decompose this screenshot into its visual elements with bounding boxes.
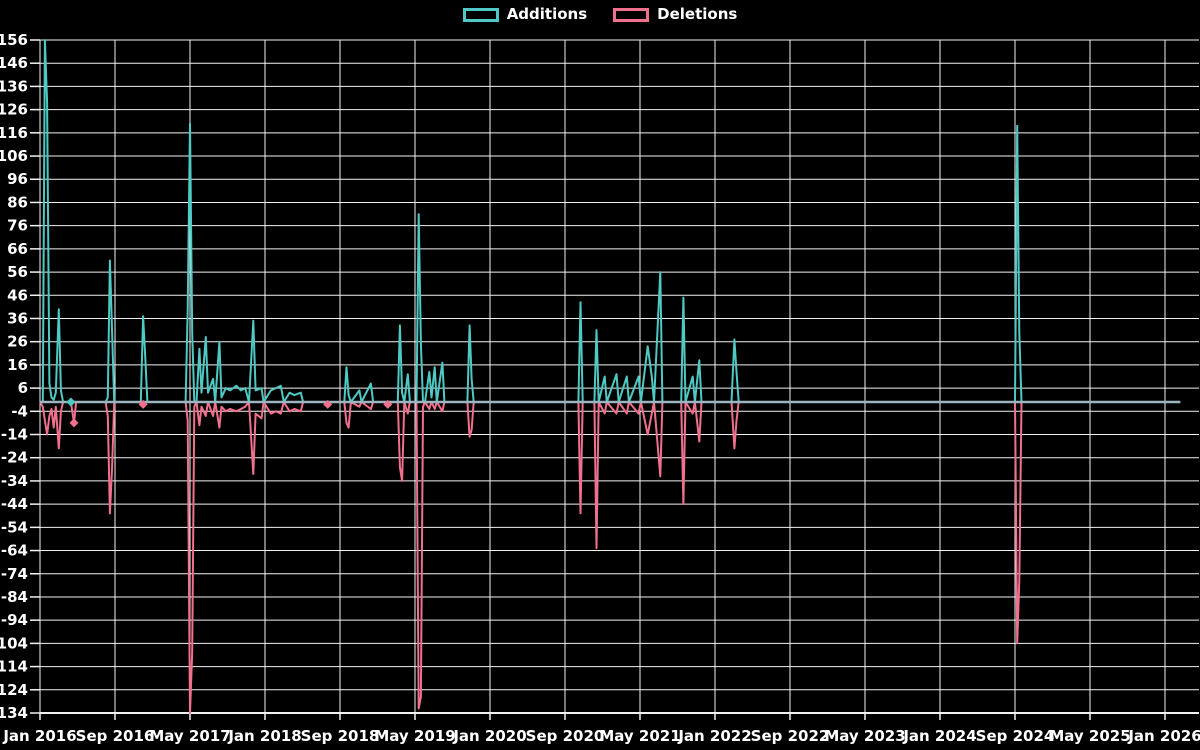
x-tick-label: May 2019 [374, 727, 455, 745]
y-tick-label: -134 [0, 704, 28, 722]
y-tick-label: 116 [0, 124, 28, 142]
x-tick-label: Jan 2016 [2, 727, 76, 745]
x-tick-label: Jan 2022 [677, 727, 751, 745]
y-tick-label: 26 [7, 333, 28, 351]
zero-line-and-markers [40, 397, 1181, 428]
chart-legend: Additions Deletions [0, 7, 1200, 22]
series-lines [39, 39, 1181, 714]
y-tick-label: 56 [7, 263, 28, 281]
y-tick-label: -124 [0, 681, 28, 699]
legend-label-deletions: Deletions [657, 5, 738, 23]
y-tick-label: -104 [0, 634, 28, 652]
y-tick-label: 96 [7, 170, 28, 188]
y-tick-label: 126 [0, 101, 28, 119]
x-tick-label: Jan 2026 [1127, 727, 1200, 745]
y-tick-label: 136 [0, 77, 28, 95]
y-tick-label: 36 [7, 309, 28, 327]
y-tick-label: -84 [1, 588, 28, 606]
x-tick-label: Sep 2020 [526, 727, 605, 745]
isolated-point-diamond-icon [69, 418, 79, 428]
y-tick-label: -4 [11, 402, 28, 420]
y-tick-label: 86 [7, 193, 28, 211]
gridlines [30, 39, 1199, 720]
y-tick-label: 66 [7, 240, 28, 258]
x-tick-label: May 2017 [149, 727, 230, 745]
axis-labels: 156 146 136 126 116 106 96 86 76 66 56 46 36 26 16 6 -4 -… [0, 31, 1200, 745]
isolated-point-diamond-icon [383, 399, 393, 409]
y-tick-label: 46 [7, 286, 28, 304]
y-tick-label: -114 [0, 658, 28, 676]
x-tick-label: Jan 2024 [902, 727, 976, 745]
additions-line [40, 39, 1181, 403]
x-tick-label: Sep 2016 [76, 727, 155, 745]
x-tick-label: May 2021 [599, 727, 680, 745]
y-tick-label: 156 [0, 31, 28, 49]
additions-swatch-icon [462, 7, 499, 22]
y-tick-label: -24 [1, 449, 28, 467]
x-tick-label: Sep 2024 [976, 727, 1055, 745]
legend-item-additions[interactable]: Additions [462, 5, 588, 23]
x-tick-label: Jan 2018 [227, 727, 301, 745]
x-tick-label: Sep 2018 [301, 727, 380, 745]
y-tick-label: -64 [1, 542, 28, 560]
y-tick-label: -74 [1, 565, 28, 583]
isolated-point-diamond-icon [138, 399, 148, 409]
y-tick-label: -54 [1, 518, 28, 536]
y-tick-label: 146 [0, 54, 28, 72]
y-tick-label: -34 [1, 472, 28, 490]
legend-item-deletions[interactable]: Deletions [613, 7, 737, 22]
y-tick-label: 106 [0, 147, 28, 165]
x-tick-label: Jan 2020 [452, 727, 526, 745]
isolated-point-diamond-icon [66, 397, 76, 407]
y-tick-label: -44 [1, 495, 28, 513]
y-tick-label: -14 [1, 426, 28, 444]
x-tick-label: May 2025 [1049, 727, 1130, 745]
isolated-point-diamond-icon [323, 399, 333, 409]
y-tick-label: 16 [7, 356, 28, 374]
y-tick-label: 6 [18, 379, 28, 397]
y-tick-label: -94 [1, 611, 28, 629]
y-tick-label: 76 [7, 217, 28, 235]
x-tick-label: Sep 2022 [751, 727, 830, 745]
deletions-swatch-icon [613, 7, 650, 22]
x-tick-label: May 2023 [824, 727, 905, 745]
legend-label-additions: Additions [506, 5, 588, 23]
